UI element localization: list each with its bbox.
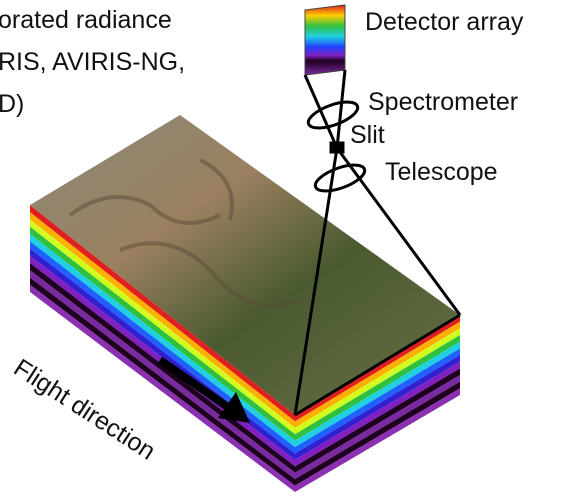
- detector-label: Detector array: [365, 8, 524, 36]
- header-line: RIS, AVIRIS-NG,: [0, 48, 185, 76]
- slit-label: Slit: [350, 121, 385, 149]
- diagram: orated radiance RIS, AVIRIS-NG, D) Detec…: [0, 0, 572, 498]
- spectrometer-label: Spectrometer: [368, 88, 518, 116]
- header-line: orated radiance: [0, 6, 172, 34]
- detector-array: [305, 5, 345, 75]
- telescope-label: Telescope: [385, 158, 498, 186]
- header-line: D): [0, 90, 24, 118]
